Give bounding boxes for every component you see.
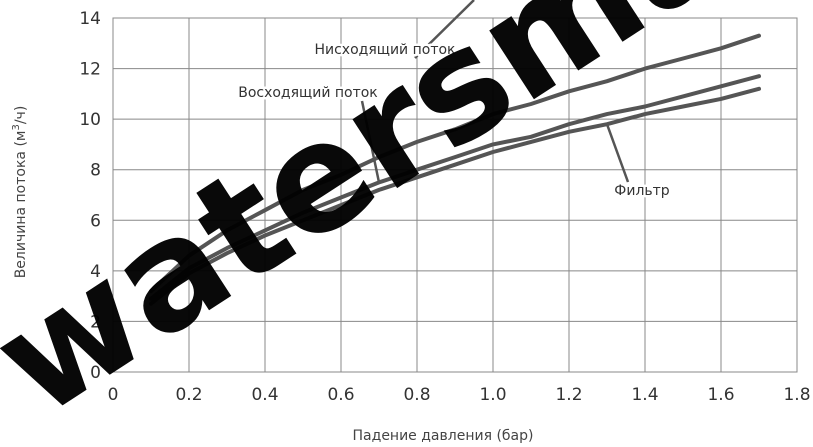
x-tick-labels: 0 0.2 0.4 0.6 0.8 1.0 1.2 1.4 1.6 1.8 xyxy=(108,385,811,405)
annotation-halo: Нисходящий поток xyxy=(314,42,455,58)
x-tick-label: 1.6 xyxy=(707,385,734,405)
annotation-halo: Восходящий поток xyxy=(238,85,378,101)
annotation-leader xyxy=(360,100,381,183)
y-tick-label: 12 xyxy=(79,60,101,80)
y-tick-label: 4 xyxy=(90,262,101,282)
x-axis-title: Падение давления (бар) xyxy=(353,428,534,444)
y-tick-label: 6 xyxy=(90,211,101,231)
grid xyxy=(112,17,798,373)
x-tick-label: 0.6 xyxy=(327,385,354,405)
annotation-label: Нисходящий поток xyxy=(314,42,455,58)
annotation-leader xyxy=(605,123,630,183)
series-lines xyxy=(149,33,761,306)
annotation-label: Фильтр xyxy=(614,183,670,199)
x-tick-label: 0.2 xyxy=(175,385,202,405)
y-tick-label: 8 xyxy=(90,161,101,181)
x-tick-label: 1.8 xyxy=(783,385,810,405)
x-tick-label: 0 xyxy=(108,385,119,405)
y-tick-labels: 0 2 4 6 8 10 12 14 xyxy=(79,9,101,383)
x-tick-label: 0.4 xyxy=(251,385,278,405)
annotation-leader xyxy=(414,0,475,59)
annotation-halo: Фильтр xyxy=(614,183,670,199)
y-tick-label: 10 xyxy=(79,110,101,130)
annotation-label: Восходящий поток xyxy=(238,85,378,101)
y-tick-label: 0 xyxy=(90,363,101,383)
x-tick-label: 1.2 xyxy=(555,385,582,405)
series-line-1 xyxy=(149,33,761,294)
series-line-2 xyxy=(149,74,761,301)
y-axis-title-sup: 3 xyxy=(11,124,22,130)
y-tick-label: 14 xyxy=(79,9,101,29)
y-tick-label: 2 xyxy=(90,312,101,332)
x-tick-label: 1.4 xyxy=(631,385,658,405)
y-axis-title: Величина потока (м3/ч) xyxy=(11,106,29,279)
series-line-3 xyxy=(149,86,761,306)
x-tick-label: 0.8 xyxy=(403,385,430,405)
x-tick-label: 1.0 xyxy=(479,385,506,405)
